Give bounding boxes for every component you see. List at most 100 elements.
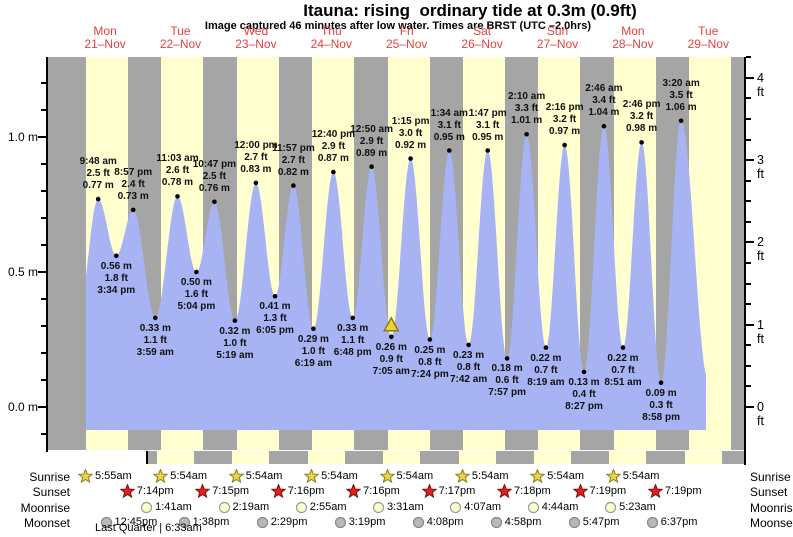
y-axis-right-minor-tick xyxy=(746,282,751,285)
high-tide-label: 2:16 pm 3.2 ft 0.97 m xyxy=(545,102,584,138)
day-label: Wed 23–Nov xyxy=(235,24,277,51)
sunrise-time-text: 5:54am xyxy=(170,470,207,482)
sunset-time: 7:16pm xyxy=(270,483,325,498)
strip-day xyxy=(232,451,270,464)
y-axis-right-line xyxy=(744,57,746,465)
y-axis-right-minor-tick xyxy=(746,138,751,141)
sunset-time: 7:17pm xyxy=(421,483,476,498)
sunset-time-text: 7:17pm xyxy=(438,485,476,497)
moonrise-icon xyxy=(218,501,230,513)
sunset-icon xyxy=(346,483,362,498)
moonset-icon xyxy=(100,516,112,528)
low-tide-label: 0.33 m 1.1 ft 6:48 pm xyxy=(333,322,372,358)
day-label: Fri 25–Nov xyxy=(386,24,428,51)
astro-row-label-right: Sunrise xyxy=(750,470,791,484)
y-axis-right-minor-tick xyxy=(746,220,751,223)
low-tide-label: 0.25 m 0.8 ft 7:24 pm xyxy=(410,344,449,380)
moonrise-icon xyxy=(372,501,385,513)
sunset-time-text: 7:16pm xyxy=(363,485,400,497)
high-tide-label: 12:40 pm 2.9 ft 0.87 m xyxy=(311,129,356,165)
strip-day xyxy=(534,451,571,464)
sunrise-time-text: 5:54am xyxy=(471,470,509,482)
y-axis-left-minor-tick xyxy=(41,244,46,246)
moonrise-time-text: 4:07am xyxy=(464,501,501,513)
low-tide-label: 0.09 m 0.3 ft 8:58 pm xyxy=(642,387,680,423)
sunset-time: 7:19pm xyxy=(647,483,702,498)
y-axis-left-minor-tick xyxy=(41,109,46,111)
moonrise-time: 5:23am xyxy=(604,500,656,514)
moonrise-time-text: 2:19am xyxy=(232,501,270,513)
y-axis-right-major-tick xyxy=(746,406,754,408)
y-axis-right-minor-tick xyxy=(746,118,751,120)
sunset-time: 7:18pm xyxy=(497,483,551,498)
y-axis-right-label: 4 ft xyxy=(757,70,764,99)
sunset-time-text: 7:16pm xyxy=(287,485,325,497)
tide-point-dot xyxy=(620,345,626,350)
sunset-time-text: 7:18pm xyxy=(514,485,551,497)
y-axis-right-label: 0 ft xyxy=(757,400,764,428)
day-label: Tue 22–Nov xyxy=(159,24,202,51)
sunrise-icon xyxy=(605,468,621,483)
sunrise-time: 5:54am xyxy=(228,468,282,483)
day-label: Thu 24–Nov xyxy=(310,24,352,51)
high-tide-label: 1:47 pm 3.1 ft 0.95 m xyxy=(468,107,507,143)
low-tide-label: 0.56 m 1.8 ft 3:34 pm xyxy=(97,260,136,296)
moonset-time: 12:45pm xyxy=(100,515,157,529)
astro-row-label-left: Moonset xyxy=(23,516,70,530)
sunset-icon xyxy=(270,483,286,498)
y-axis-right-minor-tick xyxy=(746,200,751,203)
high-tide-label: 9:48 am 2.5 ft 0.77 m xyxy=(79,156,117,192)
low-tide-label: 0.26 m 0.9 ft 7:05 am xyxy=(372,341,410,377)
moonrise-time: 4:07am xyxy=(449,500,501,514)
strip-day xyxy=(383,451,421,464)
moonrise-time-text: 2:55am xyxy=(309,501,347,513)
sunrise-icon xyxy=(379,468,395,483)
tide-point-dot xyxy=(311,326,316,332)
y-axis-left-label: 0.5 m xyxy=(7,265,38,279)
astro-row-label-left: Sunrise xyxy=(29,470,70,484)
y-axis-left-minor-tick xyxy=(41,163,46,165)
high-tide-label: 10:47 pm 2.5 ft 0.76 m xyxy=(192,158,237,194)
sunrise-time: 5:54am xyxy=(454,468,509,483)
sunrise-icon xyxy=(530,468,546,483)
moonset-time: 2:29pm xyxy=(256,515,307,529)
moonset-time-text: 4:58pm xyxy=(504,516,542,528)
low-tide-label: 0.50 m 1.6 ft 5:04 pm xyxy=(177,277,216,312)
sunrise-icon xyxy=(454,468,470,483)
moonset-icon xyxy=(490,516,502,528)
low-tide-label: 0.22 m 0.7 ft 8:19 am xyxy=(527,352,565,388)
sunset-icon xyxy=(647,483,663,498)
sunset-time-text: 7:19pm xyxy=(589,485,627,497)
moonset-icon xyxy=(178,516,190,528)
moonrise-time: 3:31am xyxy=(372,500,424,514)
sunset-time-text: 7:19pm xyxy=(664,485,702,497)
tide-point-dot xyxy=(130,207,136,213)
tide-point-dot xyxy=(466,342,471,348)
moonset-time-text: 6:37pm xyxy=(660,516,698,528)
y-axis-left-minor-tick xyxy=(41,325,46,327)
high-tide-label: 8:57 pm 2.4 ft 0.73 m xyxy=(114,166,153,202)
high-tide-label: 3:20 am 3.5 ft 1.06 m xyxy=(662,77,700,113)
y-axis-right-major-tick xyxy=(746,323,754,326)
tide-point-dot xyxy=(194,269,199,275)
high-tide-label: 1:34 am 3.1 ft 0.95 m xyxy=(430,107,468,143)
sunset-icon xyxy=(572,483,588,498)
tide-point-dot xyxy=(524,132,529,137)
sunrise-time: 5:54am xyxy=(605,468,659,483)
sunrise-time-text: 5:54am xyxy=(547,470,584,482)
moonrise-time-text: 5:23am xyxy=(619,501,656,513)
y-axis-right-label: 1 ft xyxy=(757,317,764,346)
moonset-time: 1:38pm xyxy=(178,515,229,529)
day-label: Mon 28–Nov xyxy=(612,24,654,51)
sunrise-time: 5:54am xyxy=(304,468,358,483)
strip-day xyxy=(157,451,194,464)
y-axis-left-major-tick xyxy=(38,271,46,273)
tide-point-dot xyxy=(562,142,567,148)
tide-point-dot xyxy=(114,253,119,259)
strip-left-edge xyxy=(146,451,148,464)
low-tide-label: 0.41 m 1.3 ft 6:05 pm xyxy=(256,301,294,337)
sunset-icon xyxy=(195,483,211,498)
tide-point-dot xyxy=(427,337,433,342)
strip-day xyxy=(458,451,496,464)
tide-point-dot xyxy=(272,294,278,299)
